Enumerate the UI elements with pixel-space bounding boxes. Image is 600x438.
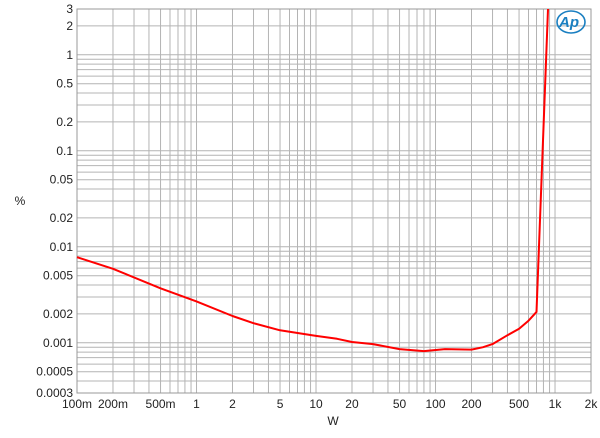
x-tick-label: 20 — [345, 397, 359, 411]
y-tick-label: 1 — [66, 48, 73, 62]
x-tick-label: 5 — [277, 397, 284, 411]
x-tick-label: 2 — [229, 397, 236, 411]
y-tick-label: 0.001 — [43, 336, 73, 350]
x-tick-label: 1 — [193, 397, 200, 411]
svg-text:Ap: Ap — [558, 14, 579, 31]
plot-frame — [76, 8, 592, 394]
x-tick-label: 2k — [585, 397, 599, 411]
x-tick-label: 200 — [461, 397, 481, 411]
y-tick-label: 0.02 — [50, 211, 74, 225]
y-tick-label: 0.5 — [56, 77, 73, 91]
y-tick-label: 0.005 — [43, 269, 73, 283]
y-axis-label: % — [15, 194, 26, 208]
y-tick-label: 0.01 — [50, 240, 74, 254]
x-tick-label: 200m — [98, 397, 128, 411]
y-tick-label: 0.1 — [56, 144, 73, 158]
y-tick-label: 2 — [66, 19, 73, 33]
series-group — [76, 8, 549, 353]
ap-logo: Ap — [556, 10, 586, 34]
x-tick-label: 50 — [393, 397, 407, 411]
x-tick-label: 1k — [549, 397, 563, 411]
y-tick-label: 3 — [66, 2, 73, 16]
y-tick-label: 0.2 — [56, 115, 73, 129]
x-tick-label: 10 — [309, 397, 323, 411]
y-tick-label: 0.0005 — [36, 365, 73, 379]
x-tick-label: 100m — [62, 397, 92, 411]
x-tick-label: 100 — [426, 397, 446, 411]
y-tick-labels: 3 2 1 0.5 0.2 0.1 0.05 0.02 0.01 0.005 0.002 0.001 0… — [36, 2, 73, 400]
y-tick-label: 0.0003 — [36, 386, 73, 400]
x-tick-label: 500 — [509, 397, 529, 411]
y-tick-label: 0.002 — [43, 307, 73, 321]
x-tick-label: 500m — [146, 397, 176, 411]
x-tick-labels: 100m 200m 500m 1 2 5 10 20 50 100 200 500 1k 2k — [62, 397, 598, 411]
y-tick-label: 0.05 — [50, 173, 74, 187]
x-axis-label: W — [327, 414, 339, 428]
grid — [76, 8, 592, 394]
series-line — [76, 8, 549, 353]
